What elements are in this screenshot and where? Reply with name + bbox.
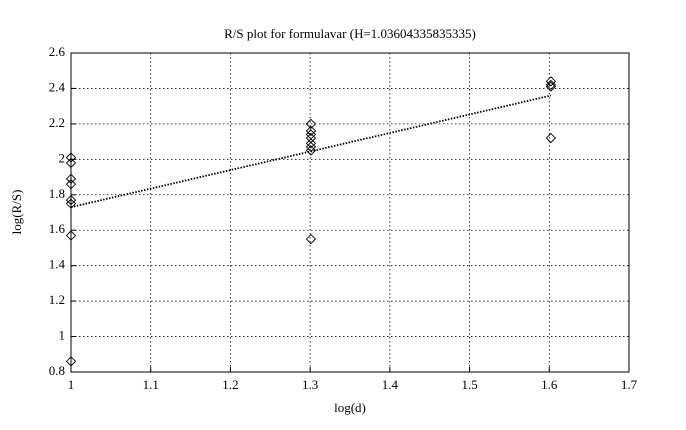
y-axis-label: log(R/S) — [9, 190, 24, 235]
data-point — [545, 132, 557, 144]
x-tick-label: 1.6 — [541, 377, 558, 392]
data-point — [305, 145, 317, 156]
data-point — [65, 194, 77, 206]
data-point — [65, 230, 77, 241]
y-tick-label: 1 — [59, 328, 66, 343]
data-point — [65, 173, 77, 184]
x-tick-label: 1.5 — [461, 377, 477, 392]
plot-frame — [70, 52, 630, 373]
y-tick-label: 2.6 — [49, 44, 66, 59]
y-tick-label: 1.4 — [49, 257, 66, 272]
y-tick-label: 2.4 — [49, 79, 66, 94]
x-tick-label: 1.4 — [382, 377, 399, 392]
y-tick-label: 2.2 — [49, 115, 65, 130]
data-point — [305, 138, 317, 149]
x-tick-label: 1.3 — [302, 377, 318, 392]
data-point — [65, 152, 77, 163]
x-tick-label: 1 — [68, 377, 75, 392]
y-tick-label: 0.8 — [49, 363, 65, 378]
data-point — [545, 79, 557, 91]
data-point — [65, 198, 77, 209]
x-tick-label: 1.2 — [222, 377, 238, 392]
y-tick-label: 1.6 — [49, 221, 66, 236]
data-point — [65, 179, 77, 190]
data-point — [305, 125, 317, 137]
y-tick-label: 2 — [59, 150, 66, 165]
data-point — [305, 118, 317, 130]
y-tick-label: 1.2 — [49, 292, 65, 307]
chart-title: R/S plot for formulavar (H=1.03604335835… — [224, 26, 476, 41]
data-point — [545, 76, 557, 87]
data-point — [65, 356, 77, 367]
data-point — [305, 233, 317, 245]
y-tick-label: 1.8 — [49, 186, 65, 201]
x-tick-label: 1.1 — [143, 377, 159, 392]
data-point — [545, 81, 557, 92]
x-tick-label: 1.7 — [621, 377, 638, 392]
x-axis-label: log(d) — [334, 400, 366, 415]
data-point — [65, 157, 77, 169]
fit-line — [70, 94, 552, 209]
